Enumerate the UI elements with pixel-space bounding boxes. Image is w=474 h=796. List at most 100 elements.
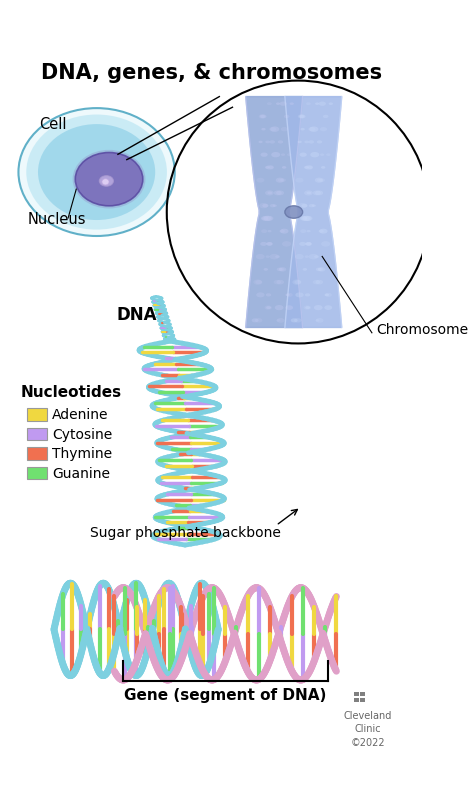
Ellipse shape — [260, 242, 267, 246]
Ellipse shape — [294, 280, 301, 284]
Ellipse shape — [317, 178, 323, 181]
Ellipse shape — [314, 305, 323, 310]
Ellipse shape — [295, 254, 304, 259]
Ellipse shape — [309, 140, 314, 143]
Ellipse shape — [276, 190, 284, 195]
Ellipse shape — [259, 203, 268, 209]
Ellipse shape — [282, 166, 286, 169]
Ellipse shape — [75, 153, 143, 206]
Ellipse shape — [256, 254, 264, 259]
Ellipse shape — [328, 103, 333, 105]
Ellipse shape — [281, 154, 285, 156]
Ellipse shape — [299, 115, 304, 118]
Ellipse shape — [308, 127, 315, 131]
Ellipse shape — [26, 115, 167, 229]
Ellipse shape — [267, 242, 273, 246]
Ellipse shape — [252, 318, 259, 322]
Ellipse shape — [307, 230, 310, 232]
Ellipse shape — [280, 229, 285, 232]
Text: Cleveland
Clinic
©2022: Cleveland Clinic ©2022 — [343, 711, 392, 747]
Ellipse shape — [265, 216, 273, 220]
Ellipse shape — [38, 124, 155, 220]
Ellipse shape — [319, 178, 325, 182]
Ellipse shape — [306, 242, 312, 246]
Ellipse shape — [261, 229, 267, 233]
Ellipse shape — [273, 205, 277, 207]
Polygon shape — [285, 96, 342, 327]
Text: Cell: Cell — [39, 117, 66, 132]
Ellipse shape — [266, 293, 271, 296]
Ellipse shape — [312, 205, 316, 207]
Ellipse shape — [265, 166, 270, 169]
Ellipse shape — [99, 176, 113, 186]
Ellipse shape — [324, 305, 332, 310]
Ellipse shape — [273, 190, 282, 195]
Ellipse shape — [265, 256, 270, 258]
Ellipse shape — [300, 115, 306, 119]
Ellipse shape — [301, 128, 305, 131]
Text: Sugar phosphate backbone: Sugar phosphate backbone — [90, 525, 281, 540]
Ellipse shape — [304, 190, 313, 196]
Text: Nucleotides: Nucleotides — [20, 384, 121, 400]
Ellipse shape — [302, 268, 307, 271]
Ellipse shape — [270, 254, 279, 259]
Ellipse shape — [304, 141, 309, 143]
Ellipse shape — [267, 230, 272, 232]
Ellipse shape — [270, 127, 279, 132]
Ellipse shape — [307, 192, 311, 194]
Bar — [354, 698, 359, 702]
Ellipse shape — [266, 242, 273, 246]
Ellipse shape — [266, 165, 274, 170]
Ellipse shape — [300, 217, 308, 220]
Ellipse shape — [261, 217, 268, 220]
Ellipse shape — [304, 216, 313, 220]
Ellipse shape — [270, 204, 275, 207]
Ellipse shape — [261, 153, 268, 157]
Ellipse shape — [280, 102, 287, 106]
Text: Adenine: Adenine — [52, 408, 109, 423]
Ellipse shape — [300, 229, 307, 233]
Ellipse shape — [307, 166, 313, 169]
Ellipse shape — [320, 154, 324, 156]
Ellipse shape — [271, 152, 280, 158]
Ellipse shape — [261, 128, 266, 131]
Ellipse shape — [318, 267, 325, 271]
Ellipse shape — [273, 280, 281, 284]
Bar — [360, 692, 365, 696]
Ellipse shape — [319, 102, 326, 106]
Ellipse shape — [276, 280, 284, 284]
Ellipse shape — [18, 108, 175, 236]
Ellipse shape — [306, 102, 311, 105]
Ellipse shape — [303, 216, 312, 221]
Ellipse shape — [287, 154, 292, 156]
Ellipse shape — [255, 280, 262, 284]
Ellipse shape — [269, 140, 275, 143]
Text: DNA: DNA — [116, 306, 156, 324]
Ellipse shape — [267, 192, 272, 194]
Ellipse shape — [298, 203, 307, 209]
Ellipse shape — [315, 103, 319, 105]
Text: Cytosine: Cytosine — [52, 428, 112, 442]
Ellipse shape — [264, 306, 272, 310]
Polygon shape — [246, 96, 302, 327]
Ellipse shape — [320, 127, 327, 131]
Ellipse shape — [276, 103, 280, 105]
Ellipse shape — [275, 256, 280, 258]
Ellipse shape — [264, 268, 268, 271]
Text: Chromosome: Chromosome — [376, 323, 468, 338]
Ellipse shape — [267, 102, 272, 105]
Ellipse shape — [298, 141, 302, 143]
Ellipse shape — [303, 306, 311, 310]
Ellipse shape — [316, 267, 322, 271]
Ellipse shape — [321, 241, 330, 247]
Ellipse shape — [258, 141, 263, 143]
Ellipse shape — [291, 318, 298, 322]
Ellipse shape — [292, 279, 301, 285]
Ellipse shape — [301, 216, 310, 221]
Ellipse shape — [266, 306, 271, 309]
Ellipse shape — [316, 280, 323, 284]
Ellipse shape — [304, 166, 309, 169]
Ellipse shape — [286, 293, 293, 297]
Ellipse shape — [262, 204, 268, 208]
Ellipse shape — [318, 267, 323, 271]
